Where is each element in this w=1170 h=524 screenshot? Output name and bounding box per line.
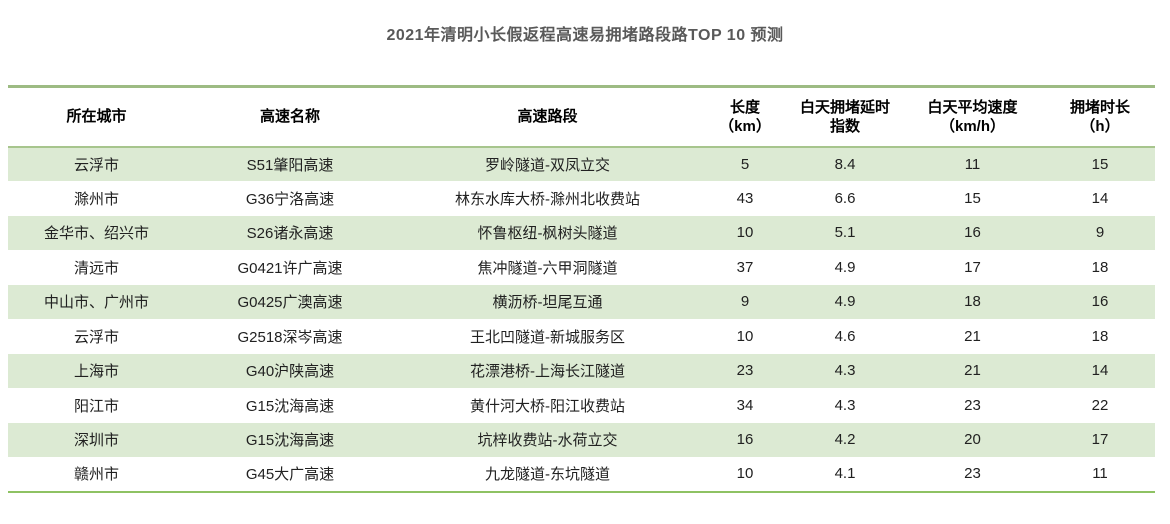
table-cell: 4.6 — [834, 327, 856, 345]
table-cell: 18 — [1091, 327, 1109, 345]
column-header-highway-name: 高速名称 — [259, 108, 320, 126]
table-cell: 清远市 — [73, 259, 119, 277]
table-row: 上海市 G40沪陕高速 花漂港桥-上海长江隧道 23 4.3 21 14 — [8, 353, 1155, 388]
table-cell: 4.9 — [834, 293, 856, 311]
table-cell: 17 — [1091, 431, 1109, 449]
table-row: 阳江市 G15沈海高速 黄什河大桥-阳江收费站 34 4.3 23 22 — [8, 388, 1155, 423]
table-cell: 11 — [1092, 465, 1108, 483]
table-cell: G36宁洛高速 — [245, 190, 335, 208]
table-cell: 九龙隧道-东坑隧道 — [485, 466, 610, 484]
table-cell: 上海市 — [73, 363, 119, 381]
table-cell: 23 — [964, 465, 981, 483]
table-cell: 16 — [964, 224, 981, 242]
table-cell: 林东水库大桥-滁州北收费站 — [455, 190, 640, 208]
table-cell: 8.4 — [834, 155, 856, 173]
table-cell: 10 — [736, 465, 754, 483]
table-cell: 5 — [740, 155, 750, 173]
table-cell: 罗岭隧道-双凤立交 — [485, 156, 610, 174]
column-header-highway-segment: 高速路段 — [517, 108, 578, 126]
congestion-table: 所在城市 高速名称 高速路段 长度 （km） 白天拥堵延时 指数 白天平均速度 … — [8, 85, 1155, 493]
table-cell: 43 — [736, 189, 754, 207]
table-cell: 23 — [736, 362, 754, 380]
table-cell: 深圳市 — [73, 432, 119, 450]
table-body: 云浮市 S51肇阳高速 罗岭隧道-双凤立交 5 8.4 11 15 滁州市 G36宁洛高速 林东水… — [8, 146, 1155, 492]
table-cell: 4.1 — [834, 465, 856, 483]
table-row: 云浮市 S51肇阳高速 罗岭隧道-双凤立交 5 8.4 11 15 — [8, 146, 1155, 181]
table-cell: 14 — [1091, 362, 1109, 380]
table-header-row: 所在城市 高速名称 高速路段 长度 （km） 白天拥堵延时 指数 白天平均速度 … — [8, 86, 1155, 147]
table-cell: 20 — [964, 431, 981, 449]
table-cell: 23 — [964, 396, 981, 414]
table-cell: 坑梓收费站-水荷立交 — [477, 432, 618, 450]
column-header-city: 所在城市 — [66, 108, 127, 126]
table-cell: 22 — [1091, 396, 1109, 414]
table-cell: G2518深岑高速 — [237, 328, 343, 346]
table-cell: 花漂港桥-上海长江隧道 — [470, 363, 625, 381]
table-row: 云浮市 G2518深岑高速 王北凹隧道-新城服务区 10 4.6 21 18 — [8, 319, 1155, 354]
table-cell: 中山市、广州市 — [43, 294, 149, 312]
table-cell: 10 — [736, 327, 754, 345]
table-cell: 4.3 — [834, 362, 856, 380]
table-cell: 16 — [1091, 293, 1109, 311]
table-cell: G45大广高速 — [245, 466, 335, 484]
table-cell: 4.3 — [834, 396, 856, 414]
table-cell: 阳江市 — [73, 397, 119, 415]
table-cell: 21 — [964, 362, 981, 380]
table-cell: S51肇阳高速 — [246, 156, 334, 174]
table-cell: 黄什河大桥-阳江收费站 — [470, 397, 625, 415]
table-row: 中山市、广州市 G0425广澳高速 横沥桥-坦尾互通 9 4.9 18 16 — [8, 284, 1155, 319]
table-cell: 云浮市 — [73, 156, 119, 174]
column-header-daytime-avg-speed: 白天平均速度 （km/h） — [927, 98, 1018, 135]
table-cell: 横沥桥-坦尾互通 — [492, 294, 603, 312]
table-cell: 云浮市 — [73, 328, 119, 346]
table-cell: 金华市、绍兴市 — [43, 225, 149, 243]
table-cell: 5.1 — [834, 224, 856, 242]
table-cell: S26诸永高速 — [246, 225, 334, 243]
table-cell: 滁州市 — [73, 190, 119, 208]
table-cell: 赣州市 — [73, 466, 119, 484]
table-cell: 9 — [1095, 224, 1105, 242]
table-row: 滁州市 G36宁洛高速 林东水库大桥-滁州北收费站 43 6.6 15 14 — [8, 181, 1155, 216]
table-cell: 9 — [740, 293, 750, 311]
table-cell: G0425广澳高速 — [237, 294, 343, 312]
table-cell: 17 — [964, 258, 981, 276]
table-cell: 4.2 — [834, 431, 856, 449]
table-cell: G15沈海高速 — [245, 397, 335, 415]
table-cell: 11 — [964, 155, 981, 173]
table-cell: 焦冲隧道-六甲洞隧道 — [477, 259, 618, 277]
table-cell: G40沪陕高速 — [245, 363, 335, 381]
table-cell: 18 — [1091, 258, 1109, 276]
table-cell: 15 — [1091, 155, 1109, 173]
table-cell: 王北凹隧道-新城服务区 — [470, 328, 625, 346]
table-cell: G15沈海高速 — [245, 432, 335, 450]
table-cell: 34 — [736, 396, 754, 414]
page-title: 2021年清明小长假返程高速易拥堵路段路TOP 10 预测 — [386, 27, 784, 44]
table-cell: 10 — [736, 224, 754, 242]
column-header-congestion-duration: 拥堵时长 （h） — [1069, 98, 1130, 135]
table-cell: 21 — [964, 327, 981, 345]
table-cell: 15 — [964, 189, 981, 207]
table-cell: 14 — [1091, 189, 1109, 207]
column-header-length-km: 长度 （km） — [719, 98, 771, 135]
table-cell: 37 — [736, 258, 754, 276]
table-cell: 4.9 — [834, 258, 856, 276]
table-cell: 18 — [964, 293, 981, 311]
table-cell: 6.6 — [834, 189, 856, 207]
table-row: 深圳市 G15沈海高速 坑梓收费站-水荷立交 16 4.2 20 17 — [8, 422, 1155, 457]
table-row: 金华市、绍兴市 S26诸永高速 怀鲁枢纽-枫树头隧道 10 5.1 16 9 — [8, 215, 1155, 250]
table-cell: 怀鲁枢纽-枫树头隧道 — [477, 225, 618, 243]
column-header-daytime-delay-index: 白天拥堵延时 指数 — [799, 98, 890, 135]
table-cell: G0421许广高速 — [237, 259, 343, 277]
table-row: 赣州市 G45大广高速 九龙隧道-东坑隧道 10 4.1 23 11 — [8, 457, 1155, 492]
table-cell: 16 — [736, 431, 754, 449]
table-row: 清远市 G0421许广高速 焦冲隧道-六甲洞隧道 37 4.9 17 18 — [8, 250, 1155, 285]
